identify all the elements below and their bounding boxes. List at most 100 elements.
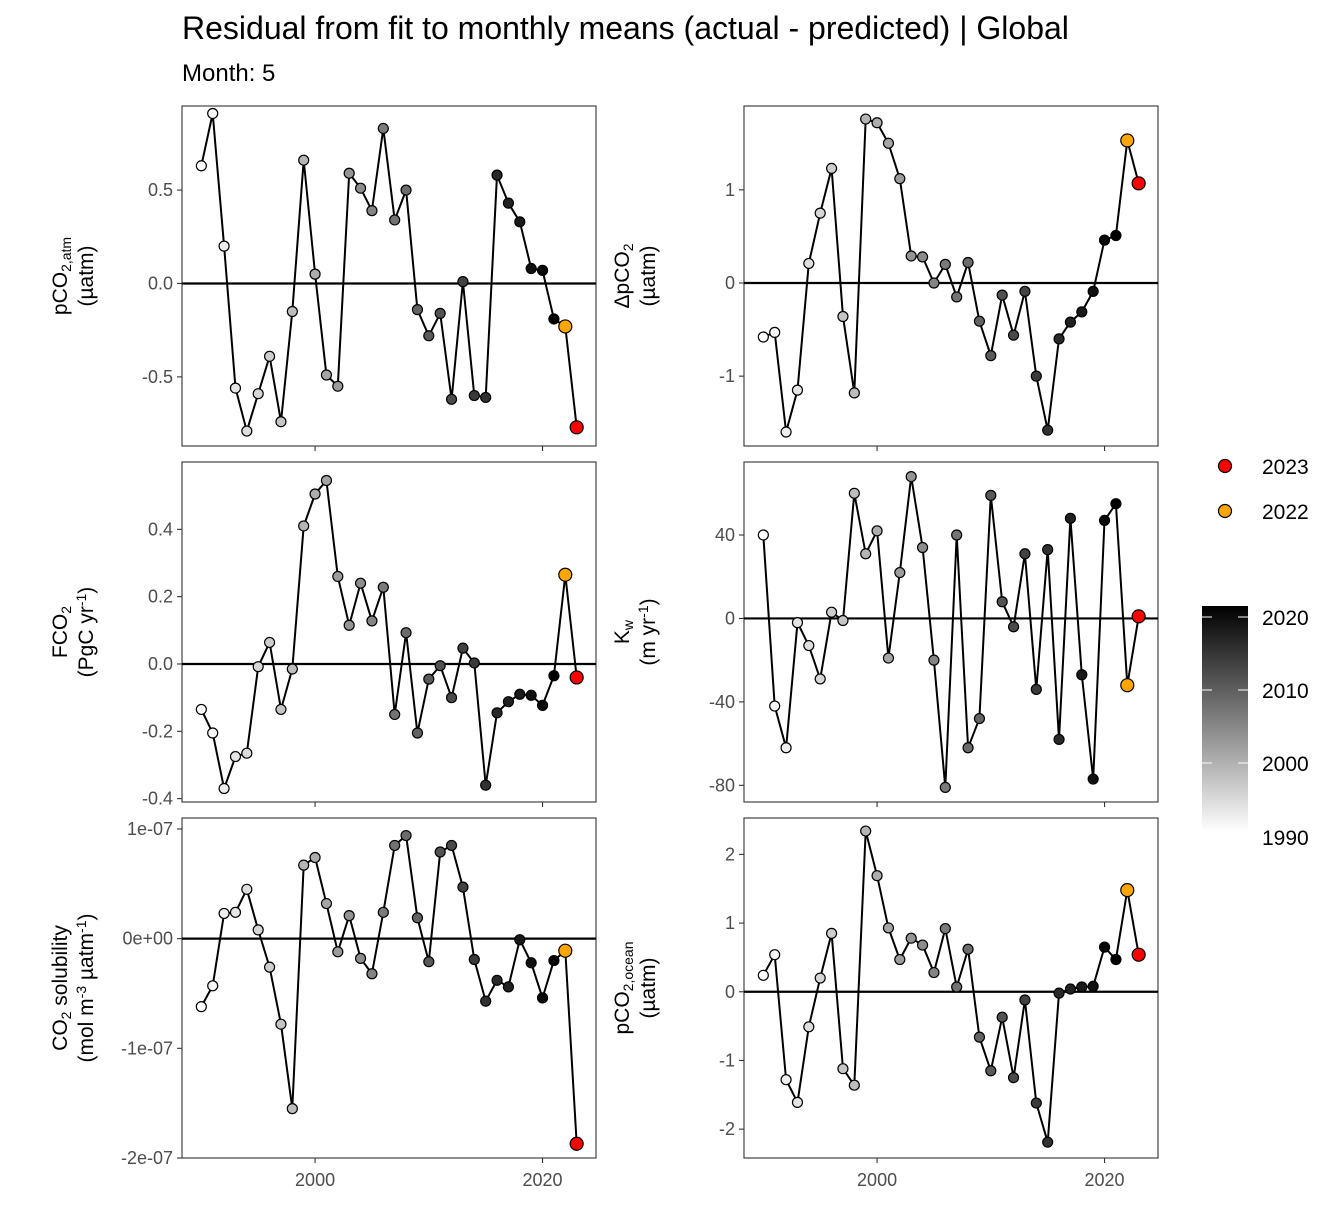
- data-point-fco2-2011: [434, 660, 446, 672]
- y-tick-label-kw-3: -80: [709, 775, 735, 795]
- x-tick-label-co2-solubility-0: 2000: [295, 1170, 335, 1190]
- y-axis-label-part-fco2-0-0: FCO: [49, 614, 72, 658]
- data-point-co2-solubility-1999: [298, 859, 310, 871]
- data-point-fco2-2008: [400, 627, 412, 639]
- data-point-kw-2014: [1030, 683, 1042, 695]
- data-point-pco2-atm-2000: [309, 268, 321, 280]
- data-point-fco2-1990: [195, 703, 207, 716]
- data-point-pco2-atm-2006: [377, 122, 389, 135]
- data-point-co2-solubility-1998: [286, 1103, 298, 1115]
- y-axis-label-part-co2-solubility-1-4: ): [75, 913, 98, 920]
- data-point-delta-pco2-2002: [894, 173, 906, 185]
- data-point-kw-2021: [1110, 498, 1122, 510]
- data-point-fco2-2003: [343, 619, 355, 631]
- y-tick-label-co2-solubility-1: 0e+00: [122, 929, 173, 949]
- data-point-delta-pco2-1997: [837, 310, 849, 323]
- y-axis-label-line-co2-solubility-1: (mol m-3 µatm-1): [73, 913, 98, 1062]
- data-point-pco2-atm-2020: [536, 264, 549, 276]
- data-point-pco2-ocean-2020: [1098, 941, 1111, 953]
- data-point-co2-solubility-2008: [400, 829, 412, 842]
- data-point-kw-1993: [791, 617, 804, 629]
- panel-pco2-ocean: 2 1 0 -1 -2 2000 2020 pCO2,ocean(µatm): [611, 817, 1159, 1190]
- series-line-co2-solubility: [200, 833, 578, 1144]
- y-axis-label-part-pco2-atm-0-0: pCO: [49, 272, 72, 315]
- series-line-pco2-ocean: [762, 830, 1140, 1143]
- data-point-pco2-ocean-2003: [905, 932, 917, 944]
- data-point-pco2-ocean-2018: [1076, 981, 1088, 993]
- y-axis-label-part-pco2-ocean-1-0: (µatm): [637, 957, 660, 1018]
- data-point-delta-pco2-2015: [1042, 424, 1054, 436]
- data-point-delta-pco2-1995: [814, 207, 826, 219]
- y-axis-label-fco2: FCO2(PgC yr-1): [49, 587, 98, 678]
- data-point-pco2-atm-1996: [263, 350, 276, 362]
- data-point-kw-2008: [962, 742, 974, 754]
- data-point-pco2-atm-2013: [457, 276, 469, 288]
- data-point-pco2-ocean-2009: [973, 1031, 986, 1043]
- y-axis-label-pco2-atm: pCO2,atm(µatm): [49, 237, 98, 315]
- y-axis-label-delta-pco2: ΔpCO2(µatm): [611, 243, 660, 308]
- panel-co2-solubility: 1e-07 0e+00 -1e-07 -2e-07 2000 2020 CO2 solubi…: [49, 817, 597, 1190]
- data-point-kw-2010: [985, 489, 997, 501]
- data-point-delta-pco2-2018: [1076, 306, 1088, 318]
- data-point-delta-pco2-1990: [757, 331, 769, 343]
- y-axis-label-part-co2-solubility-0-0: CO: [49, 1019, 72, 1051]
- data-point-fco2-2020: [536, 699, 549, 711]
- data-point-pco2-atm-1990: [195, 160, 207, 172]
- data-point-delta-pco2-2004: [916, 251, 929, 263]
- data-point-pco2-atm-2015: [480, 391, 492, 404]
- data-point-delta-pco2-1993: [791, 384, 804, 396]
- y-tick-label-pco2-ocean-1: 1: [725, 913, 735, 933]
- y-axis-label-part-co2-solubility-0-1: 2: [58, 1011, 74, 1019]
- y-tick-label-pco2-ocean-2: 0: [725, 982, 735, 1002]
- series-line-kw: [762, 476, 1140, 788]
- data-point-co2-solubility-2007: [389, 839, 401, 852]
- data-point-pco2-atm-1991: [207, 107, 219, 120]
- y-axis-label-line-kw-0: Kw: [611, 619, 636, 644]
- data-point-pco2-ocean-2014: [1030, 1097, 1042, 1109]
- data-point-pco2-atm-2018: [514, 216, 526, 228]
- data-point-kw-1990: [757, 529, 769, 541]
- data-point-co2-solubility-1996: [263, 961, 276, 973]
- y-axis-label-part-kw-1-0: (m yr: [637, 618, 660, 666]
- data-point-co2-solubility-2020: [536, 992, 549, 1004]
- data-point-pco2-atm-2008: [400, 184, 412, 196]
- data-point-co2-solubility-1993: [229, 906, 242, 918]
- data-point-kw-2006: [939, 781, 951, 793]
- y-tick-label-pco2-atm-2: -0.5: [142, 367, 173, 387]
- y-tick-label-kw-1: 0: [725, 608, 735, 628]
- data-point-delta-pco2-2020: [1098, 234, 1111, 246]
- y-axis-label-line-pco2-ocean-1: (µatm): [637, 957, 660, 1018]
- data-point-pco2-atm-1997: [275, 416, 287, 428]
- data-point-co2-solubility-2014: [468, 953, 480, 966]
- y-axis-label-line-fco2-1: (PgC yr-1): [73, 587, 98, 678]
- y-tick-label-co2-solubility-3: -2e-07: [121, 1148, 173, 1168]
- data-point-fco2-1997: [275, 703, 287, 716]
- data-point-pco2-ocean-1994: [803, 1021, 815, 1033]
- data-point-co2-solubility-2011: [434, 846, 446, 858]
- data-point-fco2-2009: [411, 727, 424, 739]
- data-point-delta-pco2-2006: [939, 258, 951, 270]
- data-point-co2-solubility-2012: [445, 839, 458, 852]
- data-point-fco2-2005: [366, 615, 378, 627]
- data-point-co2-solubility-1991: [207, 980, 219, 992]
- y-axis-label-part-kw-1-1: -1: [635, 605, 651, 618]
- data-point-fco2-2014: [468, 657, 480, 669]
- y-axis-label-kw: Kw(m yr-1): [611, 598, 660, 665]
- y-axis-label-line-pco2-atm-1: (µatm): [75, 245, 98, 306]
- data-point-pco2-ocean-2001: [882, 922, 895, 934]
- y-axis-label-co2-solubility: CO2 solubility(mol m-3 µatm-1): [49, 913, 98, 1062]
- y-tick-label-fco2-2: 0.0: [148, 654, 173, 674]
- data-point-fco2-2013: [457, 642, 469, 654]
- data-point-pco2-ocean-2008: [962, 943, 974, 955]
- data-point-fco2-2016: [491, 707, 503, 719]
- data-point-fco2-2018: [514, 688, 526, 700]
- data-point-pco2-atm-2022: [558, 319, 573, 334]
- data-point-co2-solubility-2015: [480, 995, 492, 1007]
- data-point-pco2-atm-2010: [423, 330, 435, 342]
- data-point-kw-2004: [916, 541, 929, 554]
- data-point-kw-2011: [996, 596, 1008, 608]
- x-tick-label-co2-solubility-1: 2020: [523, 1170, 563, 1190]
- data-point-co2-solubility-2000: [309, 851, 321, 864]
- data-point-co2-solubility-2013: [457, 881, 469, 893]
